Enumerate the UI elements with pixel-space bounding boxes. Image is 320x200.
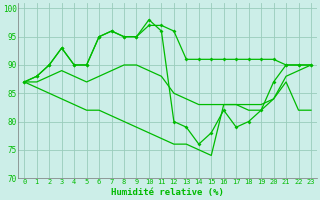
X-axis label: Humidité relative (%): Humidité relative (%) [111,188,224,197]
